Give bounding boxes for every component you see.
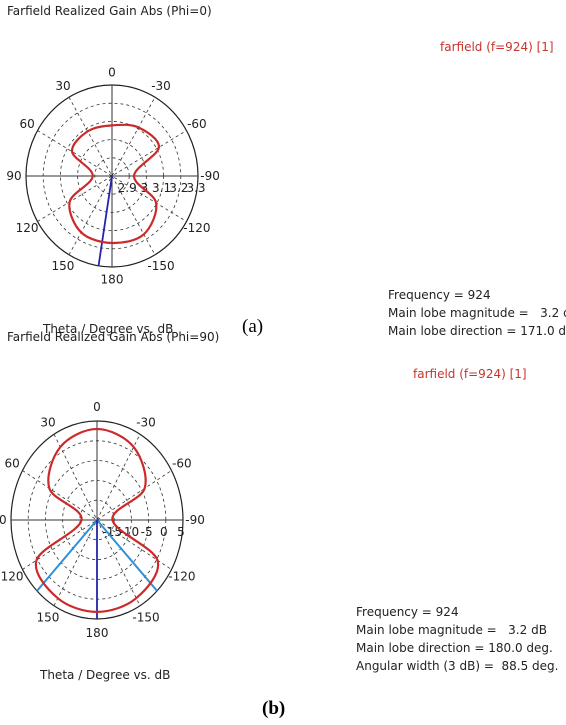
- beamwidth-line-b: [36, 519, 98, 592]
- info-width-b: Angular width (3 dB) = 88.5 deg.: [356, 659, 559, 673]
- angle-tick-label-b: 180: [86, 626, 109, 640]
- angle-tick-label-b: -90: [185, 513, 205, 527]
- angle-tick-label-b: -150: [132, 611, 159, 625]
- info-magnitude-a: Main lobe magnitude = 3.2 dB: [388, 306, 566, 320]
- angle-tick-label-a: 90: [6, 169, 21, 183]
- angle-tick-label-b: 150: [37, 611, 60, 625]
- polar-spoke-b: [53, 434, 141, 606]
- panel-letter-a: (a): [242, 316, 264, 337]
- info-direction-b: Main lobe direction = 180.0 deg.: [356, 641, 553, 655]
- legend-b: farfield (f=924) [1]: [413, 367, 527, 381]
- polar-spoke-a: [37, 130, 187, 222]
- angle-tick-label-a: 30: [55, 79, 70, 93]
- angle-tick-label-a: 150: [52, 259, 75, 273]
- chart-title-a: Farfield Realized Gain Abs (Phi=0): [7, 4, 212, 18]
- xlabel-a: Theta / Degree vs. dB: [43, 322, 174, 336]
- angle-tick-label-a: 0: [108, 65, 116, 79]
- pattern-curve-b: [34, 427, 160, 613]
- info-direction-a: Main lobe direction = 171.0 deg.: [388, 324, 566, 338]
- angle-tick-label-a: -30: [151, 79, 171, 93]
- angle-tick-label-a: -150: [147, 259, 174, 273]
- info-frequency-a: Frequency = 924: [388, 288, 491, 302]
- chart-title-b: Farfield Realized Gain Abs (Phi=90): [7, 330, 220, 344]
- info-block-a: Frequency = 924 Main lobe magnitude = 3.2…: [388, 286, 566, 340]
- xlabel-b: Theta / Degree vs. dB: [40, 668, 171, 682]
- angle-tick-label-b: -120: [168, 569, 195, 583]
- radial-tick-label-b: 5: [177, 525, 185, 539]
- polar-spoke-b: [53, 434, 141, 606]
- panel-letter-b: (b): [262, 698, 286, 719]
- angle-tick-label-b: 90: [0, 513, 7, 527]
- angle-tick-label-a: 180: [101, 273, 124, 287]
- radial-tick-label-b: 0: [160, 525, 168, 539]
- radial-tick-label-a: 3.1: [152, 181, 171, 195]
- info-frequency-b: Frequency = 924: [356, 605, 459, 619]
- legend-a: farfield (f=924) [1]: [440, 40, 554, 54]
- polar-spoke-a: [37, 130, 187, 222]
- angle-tick-label-a: 60: [19, 117, 34, 131]
- radial-tick-label-b: -10: [120, 525, 140, 539]
- angle-tick-label-a: -60: [187, 117, 207, 131]
- radial-tick-label-a: 2.9: [118, 181, 137, 195]
- main-lobe-line-a: [97, 175, 113, 267]
- angle-tick-label-b: -30: [136, 415, 156, 429]
- radial-tick-label-a: 3.2: [169, 181, 188, 195]
- radial-tick-label-b: -5: [141, 525, 153, 539]
- angle-tick-label-b: -60: [172, 457, 192, 471]
- beamwidth-line-b: [96, 519, 158, 592]
- angle-tick-label-b: 120: [1, 569, 24, 583]
- angle-tick-label-a: 120: [16, 221, 39, 235]
- angle-tick-label-b: 60: [4, 457, 19, 471]
- info-block-b: Frequency = 924 Main lobe magnitude = 3.2…: [356, 603, 559, 675]
- info-magnitude-b: Main lobe magnitude = 3.2 dB: [356, 623, 547, 637]
- angle-tick-label-a: -90: [200, 169, 220, 183]
- pattern-curve-a: [68, 123, 161, 245]
- angle-tick-label-b: 30: [40, 415, 55, 429]
- angle-tick-label-a: -120: [183, 221, 210, 235]
- radial-tick-label-a: 3.3: [186, 181, 205, 195]
- angle-tick-label-b: 0: [93, 400, 101, 414]
